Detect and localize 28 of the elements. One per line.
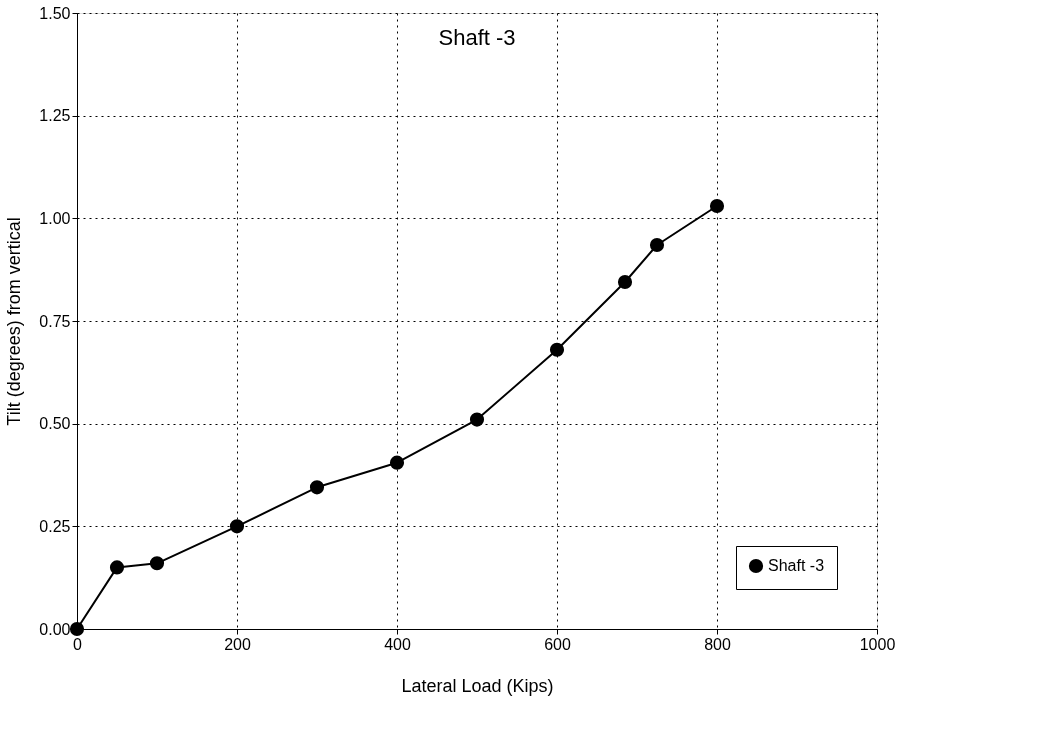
point: [549, 342, 565, 357]
x-tick-label: 800: [704, 635, 731, 653]
x-tick-label: 600: [544, 635, 571, 653]
point: [709, 198, 725, 214]
y-tick-label: 0.25: [39, 517, 71, 535]
point: [469, 412, 485, 427]
x-tick-label: 200: [224, 635, 251, 653]
point: [617, 274, 633, 290]
point: [309, 480, 325, 495]
x-tick-label: 1000: [859, 635, 896, 653]
y-tick-label: 1.50: [39, 4, 71, 22]
legend-label: Shaft -3: [768, 557, 825, 574]
y-tick-label: 0.50: [39, 415, 71, 433]
y-tick-label: 1.25: [39, 107, 71, 125]
y-tick-label: 0.00: [39, 620, 71, 638]
x-tick-label: 400: [384, 635, 411, 653]
y-tick-label: 1.00: [39, 209, 71, 227]
point: [109, 560, 125, 575]
text: Shaft -3: [438, 25, 516, 50]
y-tick-label: 0.75: [39, 312, 71, 330]
point: [649, 237, 665, 253]
x-tick-label: 0: [73, 635, 83, 653]
point: [229, 519, 245, 534]
y-axis-title: Tilt (degrees) from vertical: [4, 217, 25, 426]
x-axis-title: Lateral Load (Kips): [401, 675, 554, 696]
point: [389, 455, 405, 470]
point: [149, 556, 165, 571]
point: [69, 621, 85, 637]
